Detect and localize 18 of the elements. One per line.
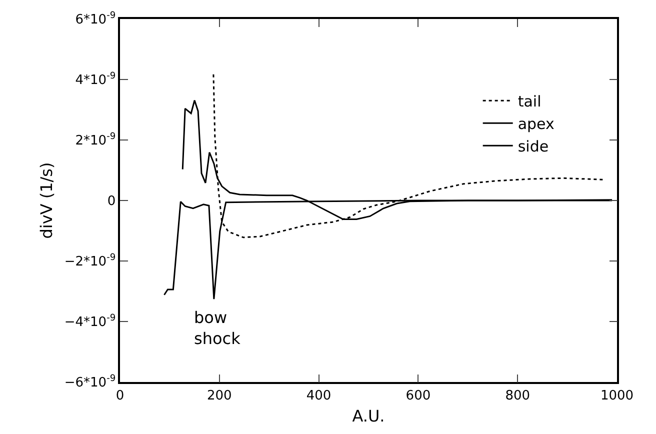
y-tick-label: −6*10$^{-9}$ <box>64 374 116 391</box>
x-tick-label: 400 <box>306 388 332 404</box>
x-tick-label: 200 <box>206 388 232 404</box>
y-tick-label: −2*10$^{-9}$ <box>64 253 116 270</box>
annotation: bow shock <box>194 308 242 348</box>
y-tick-label: −4*10$^{-9}$ <box>64 314 116 330</box>
y-tick-label: 2*10$^{-9}$ <box>75 132 116 149</box>
x-axis-title: A.U. <box>352 406 385 426</box>
legend-label: tail <box>518 92 542 110</box>
x-tick-label: 800 <box>505 388 530 404</box>
y-tick-label: 6*10$^{-9}$ <box>75 11 116 28</box>
x-tick-label: 1000 <box>600 388 634 404</box>
legend-label: side <box>518 137 549 156</box>
legend-label: apex <box>518 114 555 133</box>
x-tick-label: 600 <box>406 388 431 404</box>
y-axis-title: divV (1/s) <box>36 162 56 239</box>
y-tick-label: 0 <box>107 194 116 210</box>
y-tick-label: 4*10$^{-9}$ <box>75 72 116 88</box>
